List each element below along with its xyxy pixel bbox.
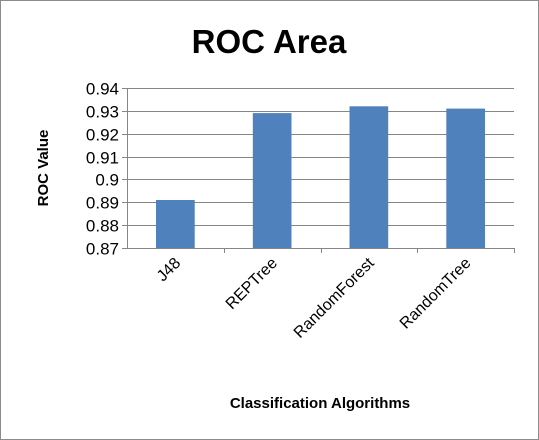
bar-reptree xyxy=(252,113,292,248)
y-tick-label: 0.87 xyxy=(86,240,119,259)
x-category-label: RandomTree xyxy=(397,255,475,333)
x-axis-title: Classification Algorithms xyxy=(230,395,410,412)
y-tick-labels: 0.87 0.88 0.89 0.9 0.91 0.92 0.93 0.94 xyxy=(86,80,119,259)
x-category-label: REPTree xyxy=(223,255,281,313)
bar-randomtree xyxy=(446,108,485,248)
chart-title: ROC Area xyxy=(192,23,347,60)
bars xyxy=(156,106,485,248)
y-tick-label: 0.94 xyxy=(86,80,119,99)
y-axis-title: ROC Value xyxy=(35,130,52,207)
y-tick-label: 0.9 xyxy=(95,171,119,190)
y-tick-label: 0.91 xyxy=(86,149,119,168)
y-tick-label: 0.92 xyxy=(86,126,119,145)
bar-j48 xyxy=(156,200,195,248)
x-category-label: J48 xyxy=(154,255,184,285)
y-tick-label: 0.88 xyxy=(86,217,119,236)
x-category-label: RandomForest xyxy=(291,254,378,341)
bar-randomforest xyxy=(349,106,389,248)
y-tick-label: 0.89 xyxy=(86,194,119,213)
y-tick-label: 0.93 xyxy=(86,103,119,122)
axes xyxy=(122,88,515,253)
x-category-labels: J48 REPTree RandomForest RandomTree xyxy=(154,254,475,341)
